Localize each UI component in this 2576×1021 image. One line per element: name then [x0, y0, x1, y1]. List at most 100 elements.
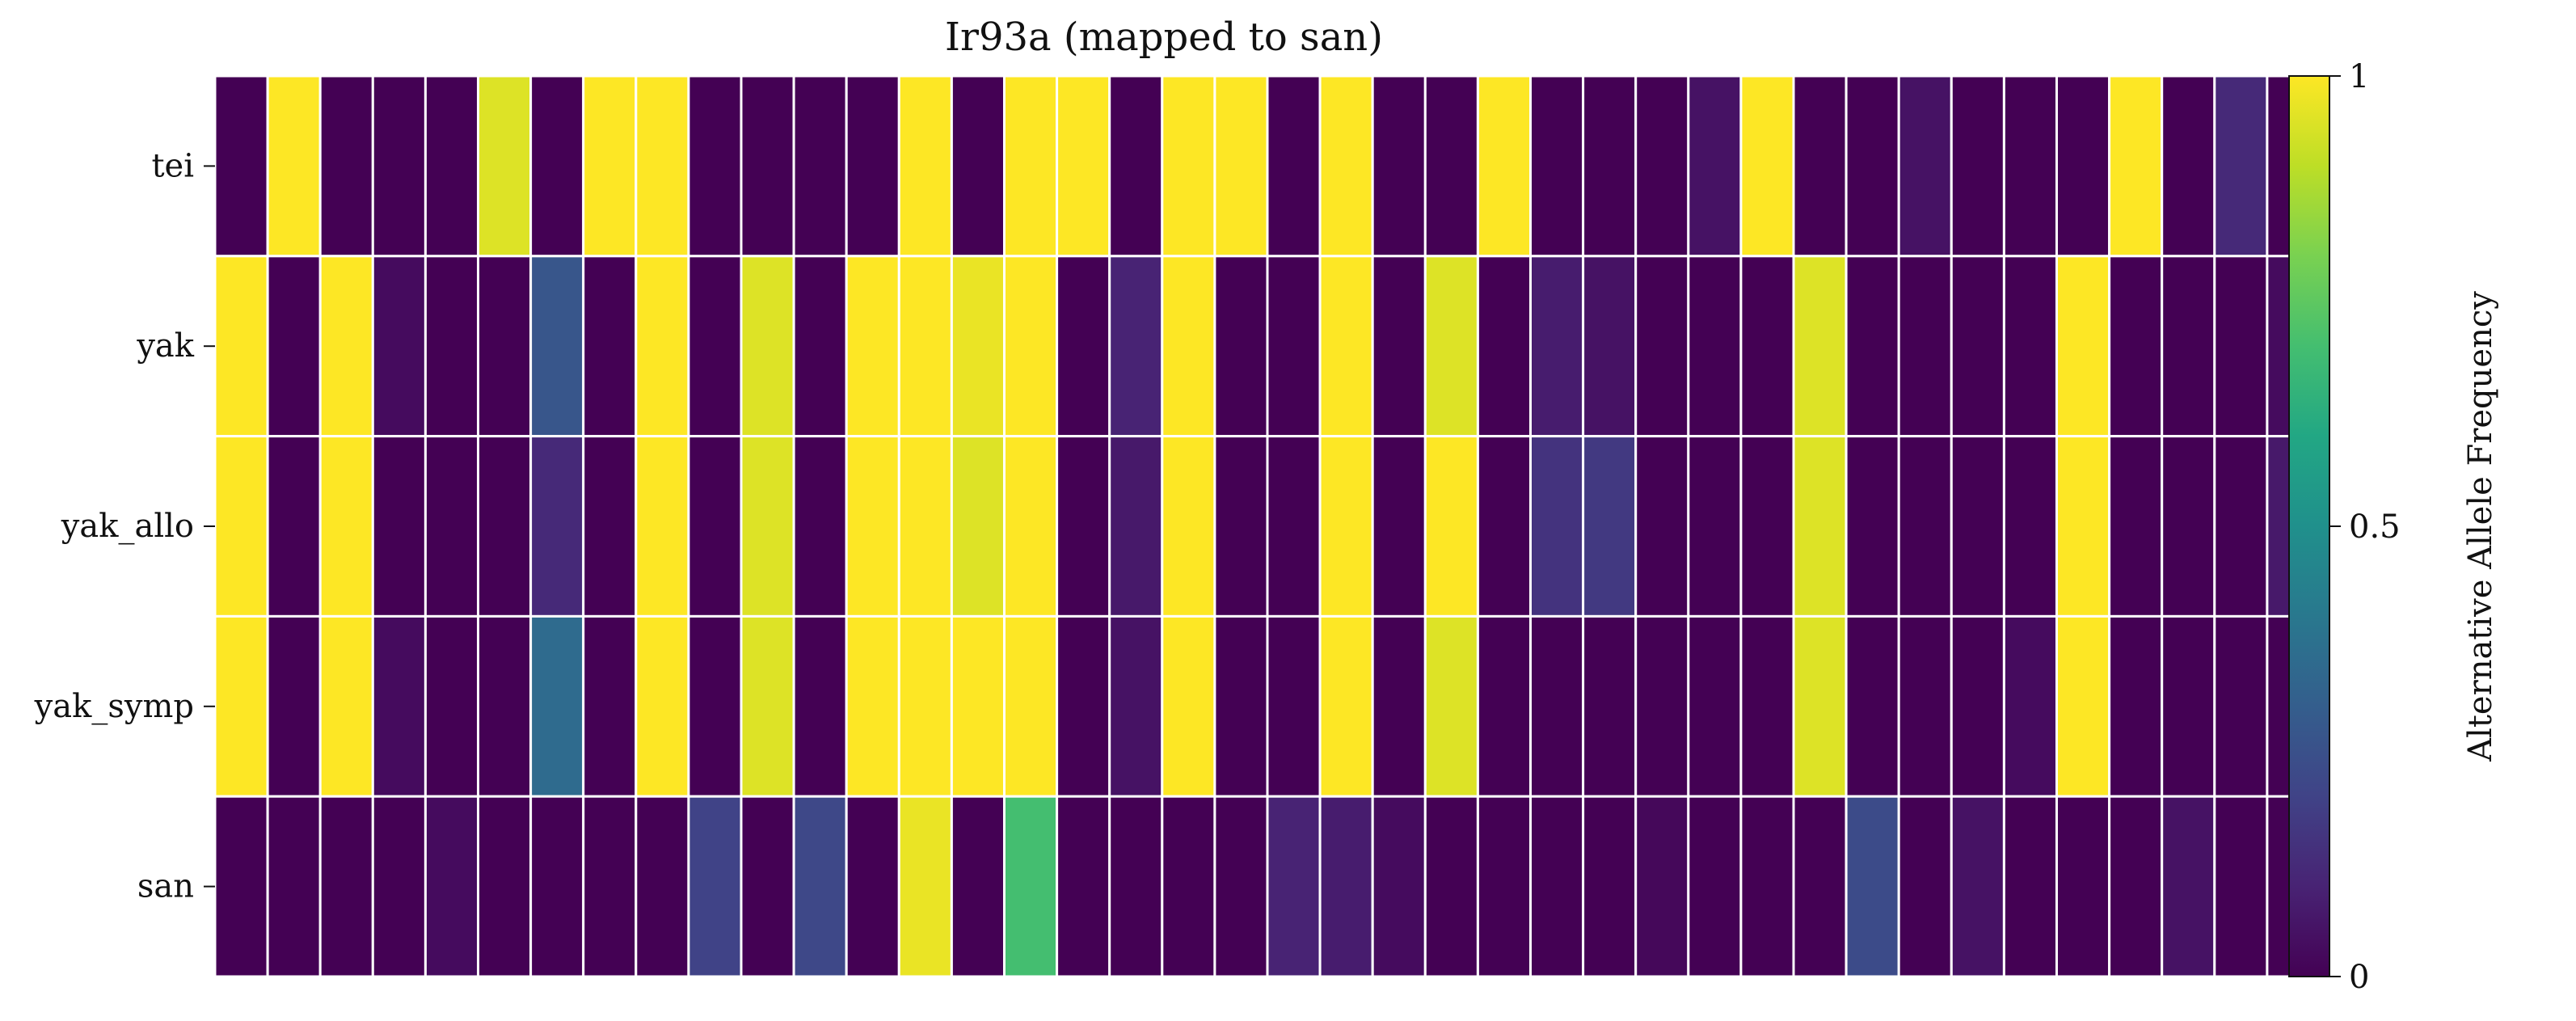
- row-label-san: san: [137, 868, 194, 905]
- heatmap-cell-yak-29: [1739, 255, 1795, 438]
- heatmap-cell-tei-18: [1161, 74, 1216, 258]
- heatmap-cell-yak-0: [213, 255, 269, 438]
- heatmap-cell-yak-14: [950, 255, 1006, 438]
- heatmap-cell-yak-22: [1371, 255, 1427, 438]
- heatmap-cell-yak-20: [1266, 255, 1322, 438]
- heatmap-cell-san-33: [1950, 795, 2005, 978]
- heatmap-cell-yak-37: [2161, 255, 2216, 438]
- heatmap-cell-yak_allo-2: [318, 435, 374, 618]
- heatmap-cell-tei-12: [845, 74, 900, 258]
- heatmap-cell-yak_allo-24: [1476, 435, 1533, 618]
- heatmap-cell-san-11: [792, 795, 848, 978]
- heatmap-cell-yak_allo-32: [1897, 435, 1953, 618]
- heatmap-cell-san-23: [1423, 795, 1479, 978]
- heatmap-cell-yak_allo-10: [740, 435, 795, 618]
- heatmap-cell-san-24: [1476, 795, 1533, 978]
- heatmap-cell-tei-26: [1582, 74, 1638, 258]
- heatmap-cell-san-29: [1739, 795, 1795, 978]
- heatmap-cell-yak_symp-38: [2213, 614, 2269, 798]
- colorbar-tick-label: 0.5: [2349, 508, 2401, 546]
- heatmap-cell-yak_symp-0: [213, 614, 269, 798]
- heatmap-cell-yak-36: [2108, 255, 2164, 438]
- heatmap-cell-yak-2: [318, 255, 374, 438]
- heatmap-cell-san-35: [2055, 795, 2111, 978]
- heatmap-cell-san-14: [950, 795, 1006, 978]
- heatmap-cell-san-25: [1529, 795, 1585, 978]
- heatmap-cell-yak_symp-4: [424, 614, 480, 798]
- heatmap-cell-yak-33: [1950, 255, 2005, 438]
- heatmap-cell-tei-31: [1845, 74, 1900, 258]
- heatmap-cell-yak_allo-29: [1739, 435, 1795, 618]
- heatmap-cell-tei-35: [2055, 74, 2111, 258]
- row-label-yak_allo: yak_allo: [61, 508, 194, 545]
- heatmap-cell-yak_allo-1: [266, 435, 322, 618]
- heatmap-cell-yak-23: [1423, 255, 1479, 438]
- heatmap-cell-yak_symp-31: [1845, 614, 1900, 798]
- heatmap-cell-yak_symp-28: [1687, 614, 1743, 798]
- heatmap-cell-yak-18: [1161, 255, 1216, 438]
- heatmap-cell-yak-12: [845, 255, 900, 438]
- heatmap-cell-yak_symp-29: [1739, 614, 1795, 798]
- heatmap-cell-yak_symp-1: [266, 614, 322, 798]
- heatmap-cell-yak_allo-5: [477, 435, 533, 618]
- heatmap-cell-yak-28: [1687, 255, 1743, 438]
- heatmap-cell-tei-17: [1108, 74, 1164, 258]
- heatmap-cell-tei-24: [1476, 74, 1533, 258]
- heatmap-cell-san-8: [635, 795, 690, 978]
- heatmap-cell-yak_allo-13: [897, 435, 953, 618]
- heatmap-cell-tei-8: [635, 74, 690, 258]
- heatmap-cell-yak_allo-21: [1318, 435, 1374, 618]
- heatmap-cell-yak-27: [1634, 255, 1690, 438]
- heatmap-cell-tei-20: [1266, 74, 1322, 258]
- heatmap-cell-tei-4: [424, 74, 480, 258]
- heatmap-cell-yak_allo-20: [1266, 435, 1322, 618]
- heatmap-cell-yak-31: [1845, 255, 1900, 438]
- colorbar-tick-label: 1: [2349, 58, 2369, 95]
- heatmap-cell-tei-10: [740, 74, 795, 258]
- heatmap-cell-san-5: [477, 795, 533, 978]
- heatmap-cell-san-27: [1634, 795, 1690, 978]
- heatmap-cell-san-12: [845, 795, 900, 978]
- heatmap-cell-san-38: [2213, 795, 2269, 978]
- heatmap-cell-tei-1: [266, 74, 322, 258]
- heatmap-cell-yak_symp-26: [1582, 614, 1638, 798]
- heatmap-cell-yak_allo-37: [2161, 435, 2216, 618]
- heatmap-cell-tei-22: [1371, 74, 1427, 258]
- heatmap-cell-yak_symp-5: [477, 614, 533, 798]
- heatmap-cell-yak_symp-2: [318, 614, 374, 798]
- heatmap-cell-yak_allo-36: [2108, 435, 2164, 618]
- heatmap-cell-yak_allo-28: [1687, 435, 1743, 618]
- heatmap-cell-yak_symp-34: [2002, 614, 2058, 798]
- heatmap-cell-yak_symp-9: [687, 614, 743, 798]
- heatmap-cell-tei-30: [1792, 74, 1848, 258]
- heatmap-cell-tei-15: [1003, 74, 1059, 258]
- row-label-tei: tei: [151, 147, 194, 184]
- heatmap-cell-yak_symp-10: [740, 614, 795, 798]
- heatmap-cell-yak-24: [1476, 255, 1533, 438]
- heatmap-cell-tei-6: [529, 74, 585, 258]
- heatmap-cell-yak-9: [687, 255, 743, 438]
- heatmap-cell-tei-13: [897, 74, 953, 258]
- heatmap-cell-san-13: [897, 795, 953, 978]
- heatmap-cell-yak_symp-36: [2108, 614, 2164, 798]
- heatmap-cell-yak-19: [1213, 255, 1269, 438]
- heatmap-cell-yak_symp-17: [1108, 614, 1164, 798]
- heatmap-cell-san-1: [266, 795, 322, 978]
- heatmap-cell-yak_allo-33: [1950, 435, 2005, 618]
- heatmap-cell-tei-11: [792, 74, 848, 258]
- heatmap-cell-san-26: [1582, 795, 1638, 978]
- heatmap-cell-yak_symp-32: [1897, 614, 1953, 798]
- heatmap-cell-yak-25: [1529, 255, 1585, 438]
- heatmap-cell-yak-7: [582, 255, 638, 438]
- heatmap-cell-tei-28: [1687, 74, 1743, 258]
- heatmap-cell-yak_symp-33: [1950, 614, 2005, 798]
- heatmap-cell-yak_allo-11: [792, 435, 848, 618]
- heatmap-cell-yak_allo-6: [529, 435, 585, 618]
- heatmap-cell-yak_symp-24: [1476, 614, 1533, 798]
- heatmap-cell-san-2: [318, 795, 374, 978]
- heatmap-cell-yak_symp-8: [635, 614, 690, 798]
- heatmap-cell-yak_allo-12: [845, 435, 900, 618]
- heatmap-cell-yak-13: [897, 255, 953, 438]
